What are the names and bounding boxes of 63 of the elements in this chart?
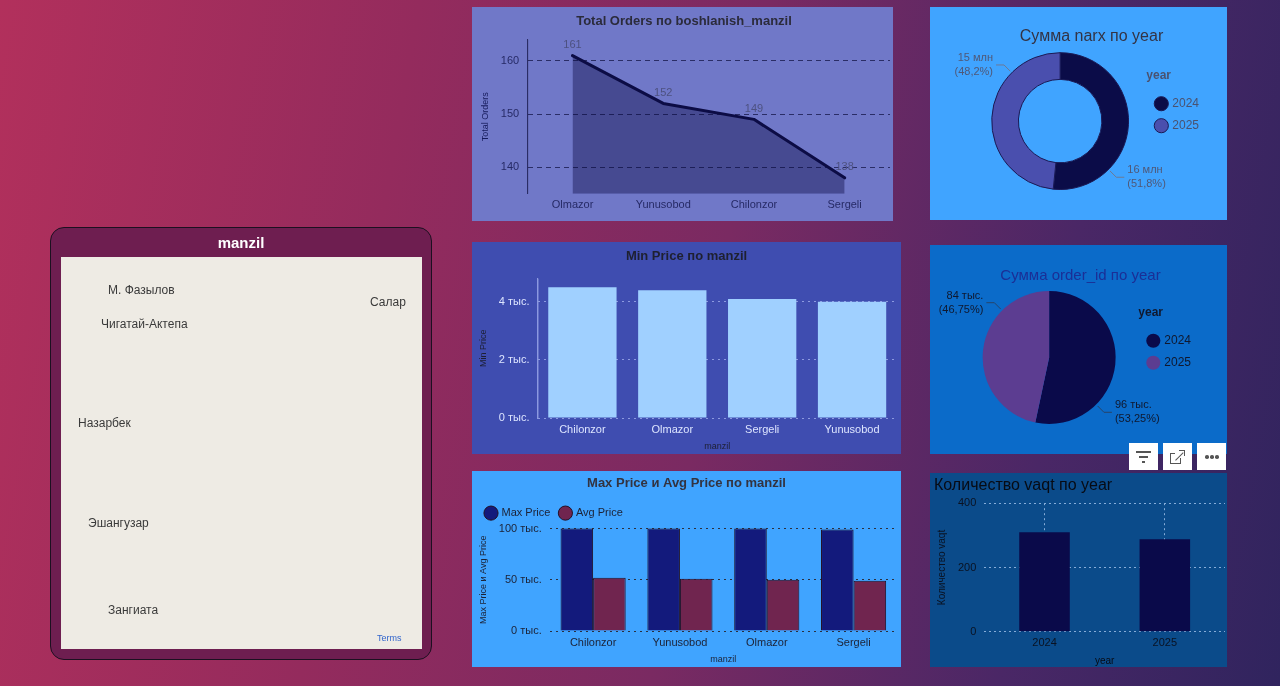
chart-title: Количество vaqt по year [934,476,1113,494]
text: Эшангузар [88,516,150,531]
x-tick-label: Sergeli [745,422,780,435]
y-tick-label: 100 тыс. [498,521,542,534]
text: М. Фазылов [108,283,175,298]
text: Чигатай-Актепа [101,317,188,332]
y-axis-title: Max Price и Avg Price [477,535,488,624]
text: manzil [217,234,265,252]
data-label: 16 млн (51,8%) [1127,163,1166,190]
x-tick-label: Sergeli [836,635,871,648]
x-tick-label: Yunusobod [635,198,691,211]
text: Назарбек [78,416,132,431]
data-label: 15 млн (48,2%) [954,50,994,77]
legend-title: year [1146,67,1172,82]
chart-title: Сумма narx по year [1019,27,1164,45]
x-tick-label: Sergeli [827,198,862,211]
y-tick-label: 0 тыс. [498,411,530,424]
y-tick-label: 160 [500,53,520,66]
x-tick-label: 2024 [1032,636,1057,649]
x-tick-label: Yunusobod [652,635,708,648]
y-axis-title: Количество vaqt [935,529,947,606]
chart-title: Total Orders по boshlanish_manzil [576,13,792,29]
x-axis-title: manzil [704,441,731,452]
y-axis-title: Total Orders [479,91,490,142]
legend-label: Max Price [501,506,551,519]
y-tick-label: 0 [970,624,977,637]
text: Зангиата [108,603,159,618]
x-tick-label: Chilonzor [730,198,778,211]
text: Салар [370,295,407,310]
legend-title: year [1138,304,1164,319]
chart-title: Min Price по manzil [625,248,748,264]
legend-label: 2025 [1164,355,1192,370]
data-label: 161 [563,38,582,51]
chart-title: Max Price и Avg Price по manzil [587,475,786,491]
x-tick-label: Olmazor [551,198,594,211]
y-tick-label: 140 [500,160,520,173]
x-tick-label: Chilonzor [559,422,606,435]
x-axis-title: manzil [710,654,737,665]
y-tick-label: 0 тыс. [511,624,542,637]
data-label: 96 тыс. (53,25%) [1114,398,1160,425]
data-label: 152 [654,85,673,98]
y-tick-label: 50 тыс. [504,572,542,585]
legend-label: Avg Price [575,506,623,519]
x-axis-title: year [1094,654,1116,666]
y-tick-label: 200 [957,560,977,573]
data-label: 138 [835,160,854,173]
data-label: 149 [744,101,764,114]
legend-label: 2024 [1164,333,1192,348]
x-tick-label: Yunusobod [824,422,880,435]
x-tick-label: Olmazor [745,635,788,648]
y-tick-label: 4 тыс. [498,294,530,307]
x-tick-label: 2025 [1152,636,1178,649]
text: Terms [377,633,402,644]
x-tick-label: Olmazor [651,422,694,435]
y-tick-label: 150 [500,107,520,120]
y-tick-label: 2 тыс. [498,352,530,365]
legend-label: 2024 [1172,96,1200,111]
legend-label: 2025 [1172,118,1200,133]
y-axis-title: Min Price [477,329,488,368]
data-label: 84 тыс. (46,75%) [938,288,984,315]
chart-title: Сумма order_id по year [1000,266,1161,284]
y-tick-label: 400 [957,496,977,509]
x-tick-label: Chilonzor [569,635,617,648]
